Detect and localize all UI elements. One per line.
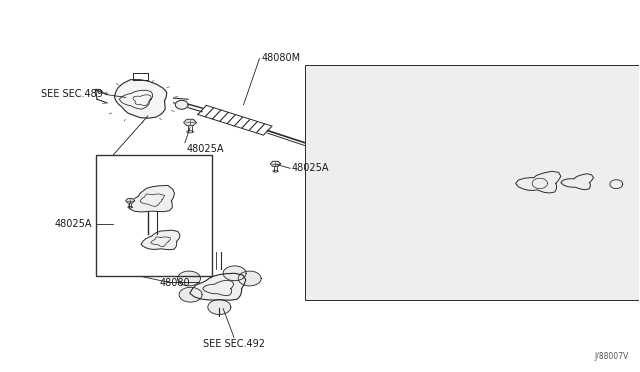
Polygon shape <box>428 166 435 170</box>
Text: J/88007V: J/88007V <box>595 352 629 361</box>
Polygon shape <box>270 161 280 166</box>
Polygon shape <box>128 206 132 208</box>
Polygon shape <box>175 100 188 109</box>
Polygon shape <box>406 186 412 190</box>
Bar <box>96 155 212 276</box>
Polygon shape <box>190 273 246 300</box>
Polygon shape <box>125 199 134 203</box>
Polygon shape <box>561 174 593 190</box>
Polygon shape <box>141 230 180 250</box>
Polygon shape <box>129 185 175 212</box>
Polygon shape <box>387 159 460 197</box>
Polygon shape <box>223 266 246 281</box>
Polygon shape <box>428 191 435 195</box>
Text: 48025A: 48025A <box>54 219 92 229</box>
Polygon shape <box>238 271 261 286</box>
Text: 48025A: 48025A <box>292 163 330 173</box>
Polygon shape <box>208 300 231 314</box>
Polygon shape <box>442 179 449 182</box>
Text: SEE SEC.492: SEE SEC.492 <box>203 339 265 349</box>
Text: 48025A: 48025A <box>187 144 225 154</box>
Polygon shape <box>610 180 623 189</box>
Polygon shape <box>516 171 561 193</box>
Text: 48080M: 48080M <box>261 52 301 62</box>
Polygon shape <box>187 131 193 133</box>
FancyBboxPatch shape <box>305 65 640 300</box>
Polygon shape <box>273 170 278 172</box>
Polygon shape <box>184 119 196 126</box>
Polygon shape <box>177 271 200 286</box>
Polygon shape <box>406 171 412 175</box>
Polygon shape <box>179 287 202 302</box>
Text: 48080: 48080 <box>159 278 190 288</box>
Polygon shape <box>115 80 167 118</box>
Text: SEE SEC.489: SEE SEC.489 <box>42 89 103 99</box>
